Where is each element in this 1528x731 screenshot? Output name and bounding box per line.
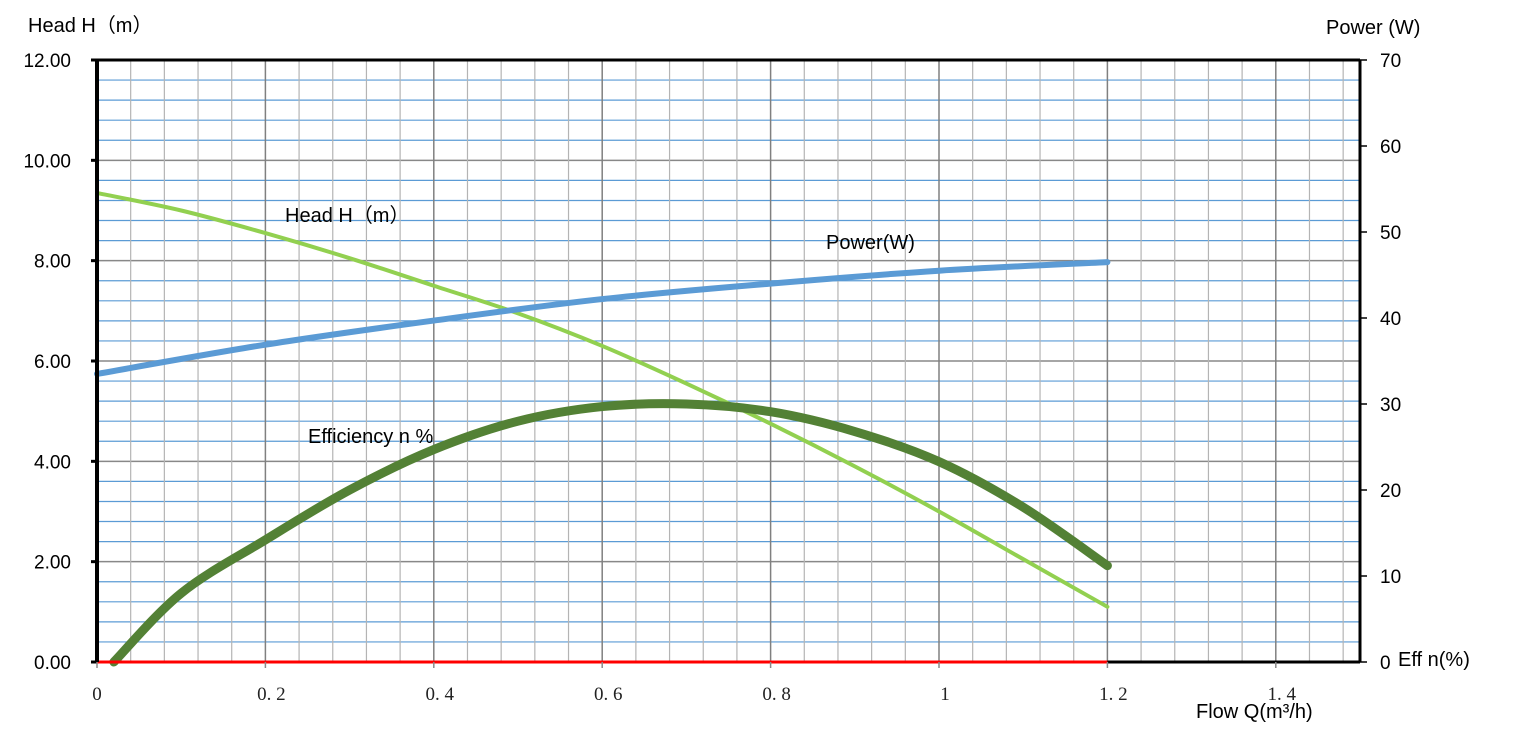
x-tick-label: 0	[92, 684, 102, 705]
y-axis-title: Head H（m）	[28, 14, 152, 37]
x-tick-label: 1. 4	[1268, 684, 1297, 705]
y-right-tick-label: 10	[1380, 567, 1401, 588]
series-label-efficiency: Efficiency n %	[308, 426, 433, 448]
grid	[97, 60, 1360, 662]
y-tick-label: 8.00	[34, 252, 71, 273]
y-right-tick-label: 50	[1380, 223, 1401, 244]
y-tick-label: 6.00	[34, 352, 71, 373]
y-right-tick-label: 60	[1380, 137, 1401, 158]
series-label-power: Power(W)	[826, 232, 915, 254]
y-tick-label: 4.00	[34, 452, 71, 473]
y-right-tick-label: 70	[1380, 51, 1401, 72]
x-tick-label: 1	[940, 684, 950, 705]
x-axis-title: Flow Q(m³/h)	[1196, 701, 1313, 723]
series-line-head	[95, 190, 1110, 609]
axes	[91, 58, 1367, 668]
x-tick-label: 0. 8	[762, 684, 791, 705]
y-tick-label: 12.00	[23, 51, 71, 72]
x-tick-label: 0. 4	[426, 684, 455, 705]
y-right-axis-bottom-title: Eff n(%)	[1398, 649, 1470, 671]
y-tick-label: 0.00	[34, 653, 71, 674]
series-line-efficiency	[109, 399, 1112, 667]
y-right-tick-label: 30	[1380, 395, 1401, 416]
series-line-power	[94, 259, 1111, 377]
y-right-tick-label: 20	[1380, 481, 1401, 502]
tick-labels: 0.002.004.006.008.0010.0012.000102030405…	[23, 51, 1401, 705]
y-tick-label: 2.00	[34, 553, 71, 574]
y-right-tick-label: 40	[1380, 309, 1401, 330]
y-tick-label: 10.00	[23, 151, 71, 172]
x-tick-label: 1. 2	[1099, 684, 1128, 705]
x-tick-label: 0. 6	[594, 684, 623, 705]
y-right-tick-label: 0	[1380, 653, 1391, 674]
x-tick-label: 0. 2	[257, 684, 286, 705]
series-layer	[94, 190, 1112, 667]
y-right-axis-title: Power (W)	[1326, 17, 1420, 39]
series-label-head: Head H（m）	[285, 204, 409, 227]
